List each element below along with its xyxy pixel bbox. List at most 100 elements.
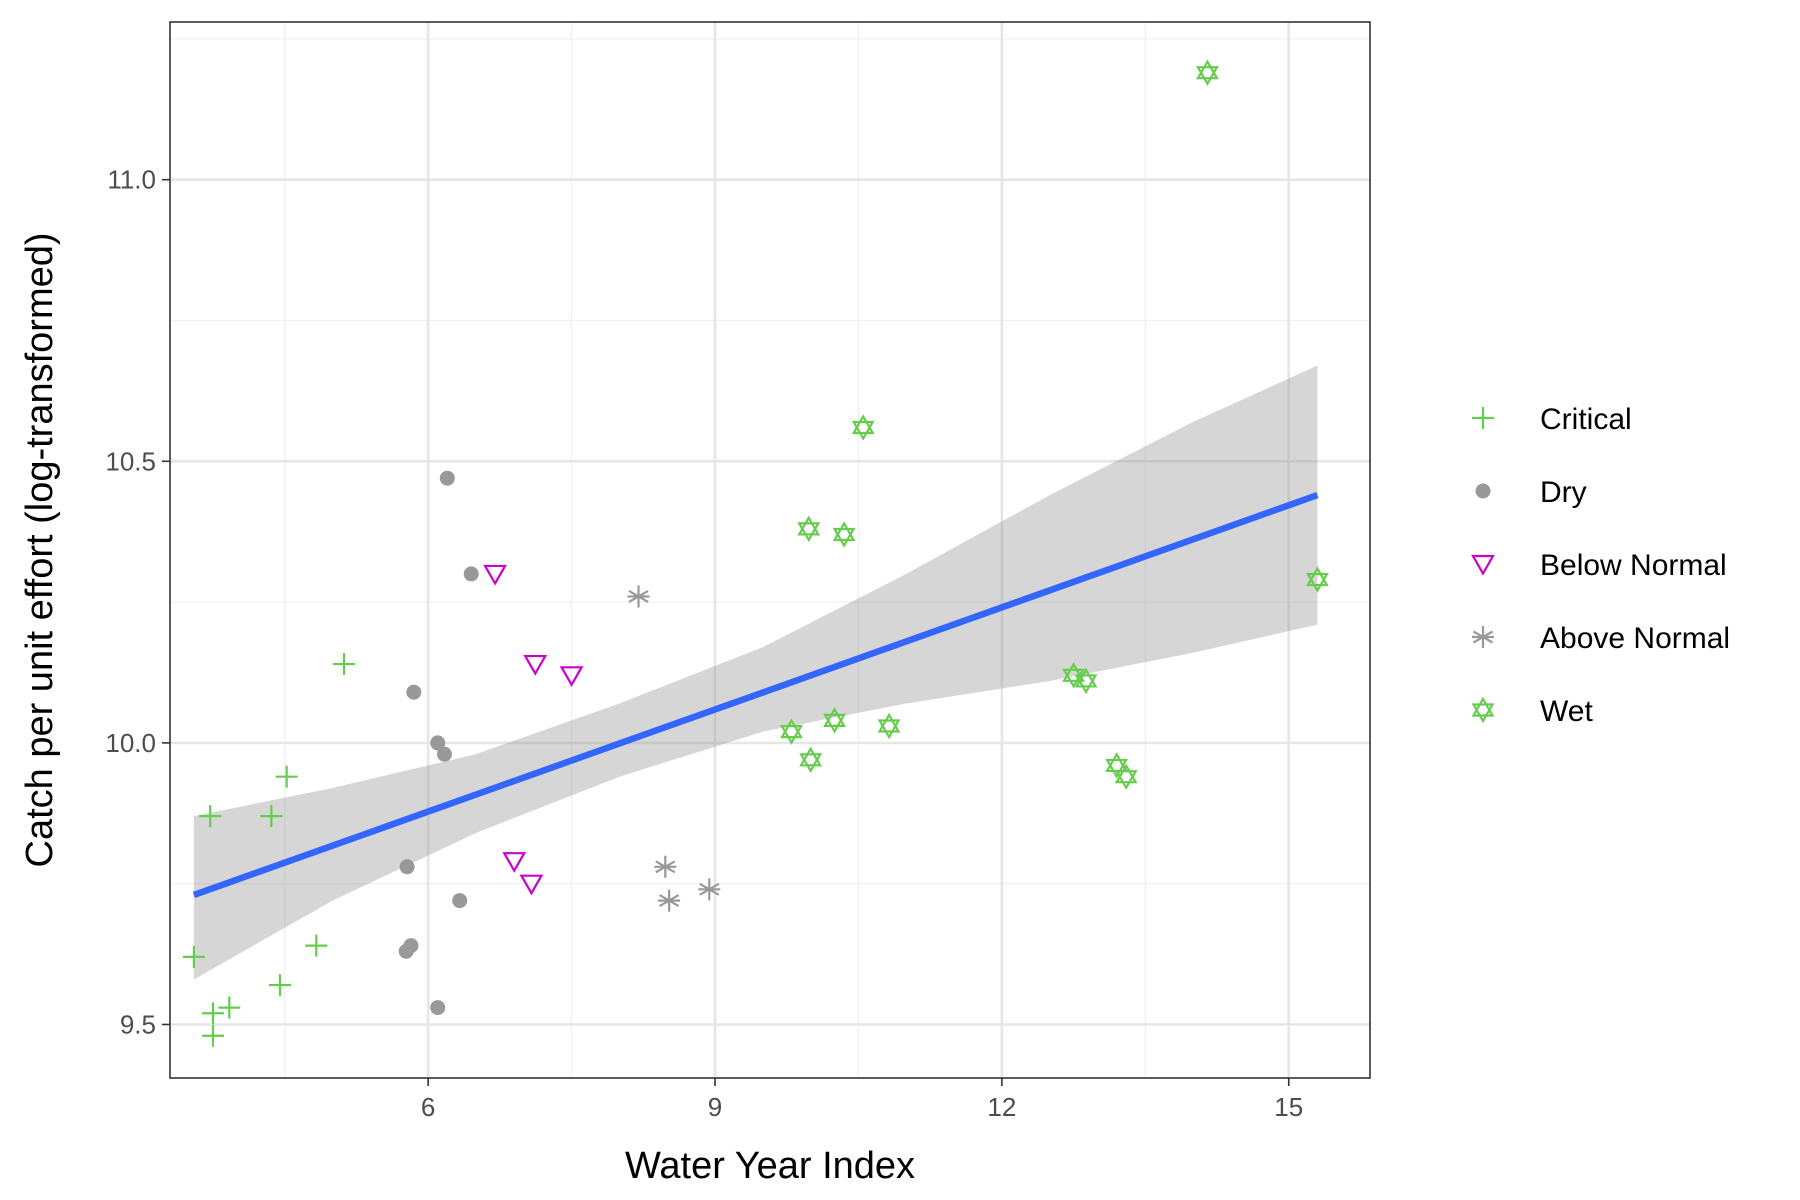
legend-key-below-normal bbox=[1471, 554, 1495, 576]
legend-label-wet: Wet bbox=[1540, 695, 1593, 728]
y-tick-label: 11.0 bbox=[107, 165, 156, 195]
confidence-band-layer bbox=[193, 365, 1318, 980]
point-critical bbox=[305, 934, 328, 957]
legend-label-dry: Dry bbox=[1540, 476, 1587, 509]
point-dry bbox=[430, 735, 446, 751]
point-dry bbox=[463, 566, 479, 582]
triangle-down bbox=[877, 719, 901, 740]
x-tick-label: 15 bbox=[1274, 1092, 1303, 1122]
point-wet bbox=[1074, 667, 1098, 695]
triangle-down bbox=[1196, 66, 1219, 86]
triangle-down bbox=[851, 420, 875, 441]
legend-key-dry bbox=[1475, 483, 1491, 499]
point-critical bbox=[202, 1024, 225, 1047]
point-wet bbox=[780, 718, 803, 745]
trend-line bbox=[192, 492, 1319, 899]
legend-item-critical: Critical bbox=[1472, 403, 1632, 436]
triangle-up bbox=[780, 718, 803, 739]
point-critical bbox=[268, 974, 291, 997]
point-dry bbox=[399, 859, 415, 875]
legend-key-critical bbox=[1472, 407, 1494, 429]
point-below-normal bbox=[559, 666, 584, 688]
y-axis-title: Catch per unit effort (log-transformed) bbox=[19, 232, 61, 867]
point-critical bbox=[260, 805, 283, 828]
point-dry bbox=[452, 893, 468, 909]
point-wet bbox=[1305, 566, 1329, 593]
x-axis-title: Water Year Index bbox=[625, 1145, 915, 1187]
point-dry bbox=[398, 943, 414, 959]
legend-item-dry: Dry bbox=[1475, 476, 1587, 509]
y-tick-label: 10.5 bbox=[105, 446, 156, 476]
triangle-up bbox=[1305, 566, 1329, 587]
triangle-down bbox=[1305, 572, 1329, 593]
point-dry bbox=[436, 746, 452, 762]
triangle-up bbox=[1114, 763, 1138, 784]
x-tick-label: 6 bbox=[421, 1092, 435, 1122]
point-critical bbox=[218, 996, 241, 1019]
tick-labels: 6 9 12 15 9.5 10.0 10.5 11.0 bbox=[105, 165, 1303, 1122]
point-wet bbox=[797, 515, 821, 543]
triangle-up bbox=[851, 414, 875, 435]
triangle-down bbox=[780, 725, 803, 745]
y-tick-label: 9.5 bbox=[120, 1009, 156, 1039]
triangle-up bbox=[1062, 662, 1086, 682]
triangle-up bbox=[832, 521, 856, 542]
point-below-normal bbox=[523, 654, 548, 676]
triangle-down bbox=[1074, 674, 1098, 695]
point-critical bbox=[199, 805, 222, 828]
point-wet bbox=[851, 414, 875, 441]
triangle-down bbox=[832, 527, 856, 548]
legend: Critical Dry Below Normal Above Normal Wet bbox=[1471, 403, 1730, 728]
point-wet bbox=[799, 746, 823, 773]
triangle-down bbox=[1114, 770, 1138, 790]
x-tick-label: 12 bbox=[987, 1092, 1016, 1122]
point-wet bbox=[823, 707, 846, 734]
point-wet bbox=[1114, 763, 1138, 790]
triangle-down bbox=[823, 713, 846, 734]
grid-minor bbox=[170, 22, 1370, 1078]
grid-major bbox=[170, 22, 1370, 1078]
triangle-down bbox=[799, 753, 823, 773]
y-tick-label: 10.0 bbox=[105, 728, 156, 758]
point-below-normal bbox=[519, 874, 544, 896]
point-above-normal bbox=[698, 878, 721, 901]
panel-border bbox=[169, 21, 1371, 1079]
triangle-up bbox=[797, 515, 821, 536]
point-above-normal bbox=[627, 585, 650, 608]
triangle-down bbox=[797, 522, 821, 543]
triangle-up bbox=[877, 712, 901, 733]
point-above-normal bbox=[658, 889, 681, 912]
legend-key-wet bbox=[1471, 696, 1495, 724]
point-critical bbox=[182, 945, 205, 968]
triangle-up bbox=[1074, 667, 1098, 688]
triangle-up bbox=[1471, 696, 1495, 717]
points-layer bbox=[182, 59, 1329, 1047]
legend-item-wet: Wet bbox=[1471, 695, 1593, 728]
legend-key-above-normal bbox=[1472, 626, 1494, 648]
point-critical bbox=[275, 765, 298, 788]
x-tick-label: 9 bbox=[708, 1092, 722, 1122]
point-dry bbox=[439, 470, 455, 486]
point-critical bbox=[333, 653, 356, 676]
point-dry bbox=[430, 1000, 446, 1016]
triangle-up bbox=[823, 707, 846, 727]
point-wet bbox=[1196, 59, 1219, 86]
legend-label-below-normal: Below Normal bbox=[1540, 549, 1727, 582]
legend-item-below-normal: Below Normal bbox=[1471, 549, 1727, 582]
point-wet bbox=[877, 712, 901, 740]
trend-line-layer bbox=[192, 492, 1319, 899]
point-below-normal bbox=[502, 852, 527, 873]
point-below-normal bbox=[483, 564, 507, 586]
legend-item-above-normal: Above Normal bbox=[1472, 622, 1730, 655]
point-critical bbox=[202, 1002, 225, 1025]
triangle-up bbox=[1196, 59, 1219, 80]
point-above-normal bbox=[654, 855, 677, 878]
axis-ticks bbox=[162, 178, 1290, 1086]
triangle-up bbox=[799, 746, 823, 767]
legend-label-above-normal: Above Normal bbox=[1540, 622, 1730, 655]
point-dry bbox=[406, 684, 422, 700]
confidence-band bbox=[193, 365, 1318, 980]
legend-label-critical: Critical bbox=[1540, 403, 1632, 436]
